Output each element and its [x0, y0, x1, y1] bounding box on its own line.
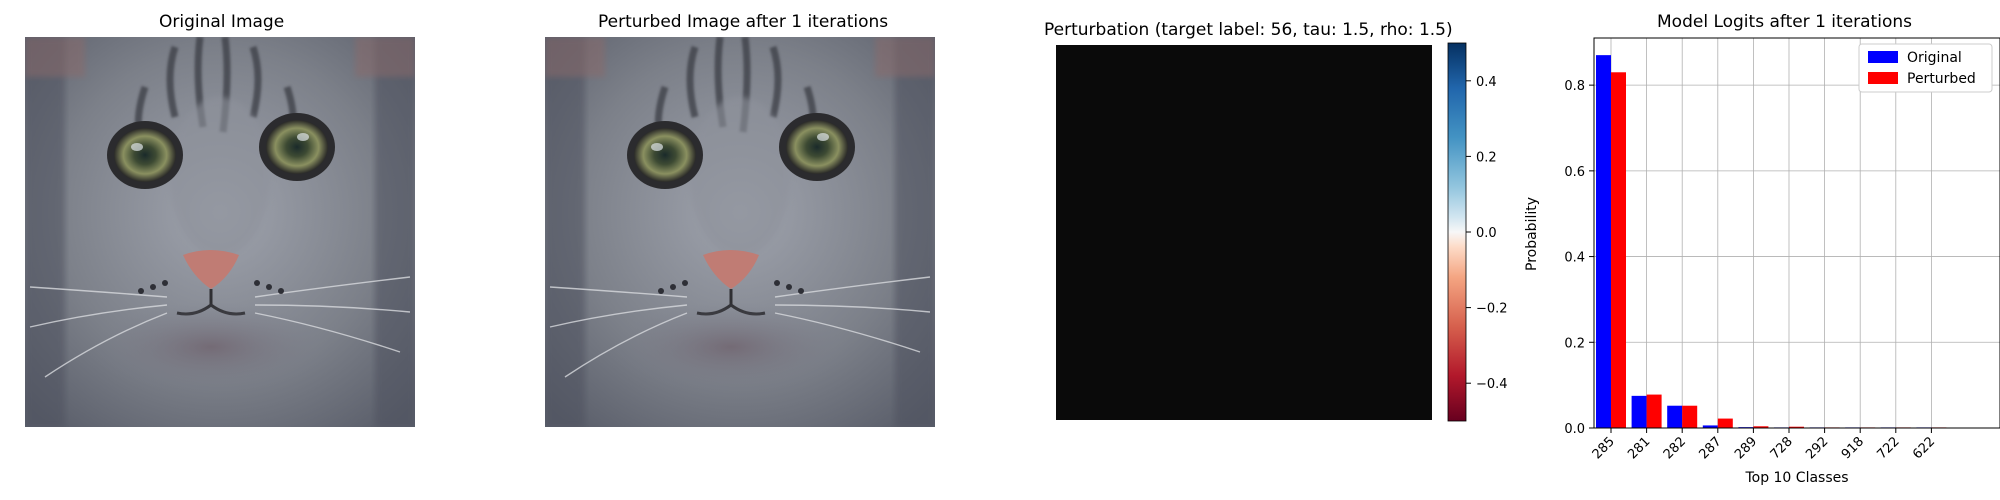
legend-swatch-perturbed — [1868, 72, 1898, 84]
chart-grid — [1594, 38, 2000, 429]
cat-illustration — [25, 37, 415, 427]
bar-original-285 — [1596, 55, 1611, 429]
perturbation-map — [1056, 45, 1432, 420]
y-tick-label: 0.8 — [1564, 79, 1585, 94]
logits-chart-title: Model Logits after 1 iterations — [1657, 12, 1912, 32]
legend-label-perturbed: Perturbed — [1907, 71, 1976, 87]
bar-perturbed-281 — [1646, 394, 1662, 428]
x-tick-label: 292 — [1803, 434, 1831, 462]
y-axis-label: Probability — [1524, 197, 1540, 271]
x-tick-label: 622 — [1910, 434, 1938, 462]
perturbed-cat-image — [545, 37, 935, 427]
original-cat-image — [25, 37, 415, 427]
bar-perturbed-282 — [1682, 405, 1698, 428]
y-tick-label: 0.2 — [1564, 336, 1585, 351]
x-axis-ticks: 285 281 282 287 289 728 292 918 722 622 — [1590, 428, 1938, 462]
cat-illustration-perturbed — [545, 37, 935, 427]
x-tick-label: 287 — [1696, 434, 1724, 462]
y-tick-label: 0.4 — [1564, 251, 1585, 266]
x-tick-label: 728 — [1768, 434, 1796, 462]
colorbar: 0.4 0.2 0.0 −0.2 −0.4 — [1447, 42, 1508, 422]
x-tick-label: 281 — [1625, 434, 1653, 462]
bar-perturbed-289 — [1753, 426, 1769, 428]
y-tick-label: 0.6 — [1564, 165, 1585, 180]
legend: Original Perturbed — [1858, 43, 1993, 93]
x-tick-label: 918 — [1839, 434, 1867, 462]
legend-swatch-original — [1868, 51, 1898, 63]
bar-original-281 — [1631, 395, 1647, 428]
legend-label-original: Original — [1907, 50, 1962, 66]
y-axis-ticks: 0.0 0.2 0.4 0.6 0.8 — [1564, 79, 1594, 437]
bar-perturbed-285 — [1611, 72, 1626, 429]
colorbar-tick-label: 0.2 — [1476, 150, 1497, 165]
original-image-title: Original Image — [159, 12, 285, 32]
x-tick-label: 282 — [1661, 434, 1689, 462]
colorbar-tick-label: −0.2 — [1476, 302, 1508, 317]
logits-bar-chart: 0.0 0.2 0.4 0.6 0.8 285 281 282 287 289 728 292 918… — [1524, 37, 2000, 486]
perturbed-image-title: Perturbed Image after 1 iterations — [598, 12, 889, 32]
chart-bars — [1596, 55, 1947, 429]
colorbar-tick-label: −0.4 — [1476, 377, 1508, 392]
perturbation-title: Perturbation (target label: 56, tau: 1.5… — [1044, 20, 1453, 40]
bar-perturbed-287 — [1717, 418, 1733, 428]
y-tick-label: 0.0 — [1564, 422, 1585, 437]
x-tick-label: 285 — [1590, 434, 1618, 462]
colorbar-tick-label: 0.4 — [1476, 75, 1497, 90]
colorbar-tick-label: 0.0 — [1476, 226, 1497, 241]
bar-original-287 — [1702, 425, 1718, 428]
colorbar-ticks: 0.4 0.2 0.0 −0.2 −0.4 — [1466, 75, 1508, 392]
bar-original-282 — [1667, 405, 1683, 428]
x-axis-label: Top 10 Classes — [1744, 470, 1848, 486]
x-tick-label: 722 — [1874, 434, 1902, 462]
colorbar-gradient — [1447, 42, 1467, 422]
bar-perturbed-728 — [1789, 426, 1804, 428]
plot-frame — [1593, 37, 2000, 429]
x-tick-label: 289 — [1732, 434, 1760, 462]
